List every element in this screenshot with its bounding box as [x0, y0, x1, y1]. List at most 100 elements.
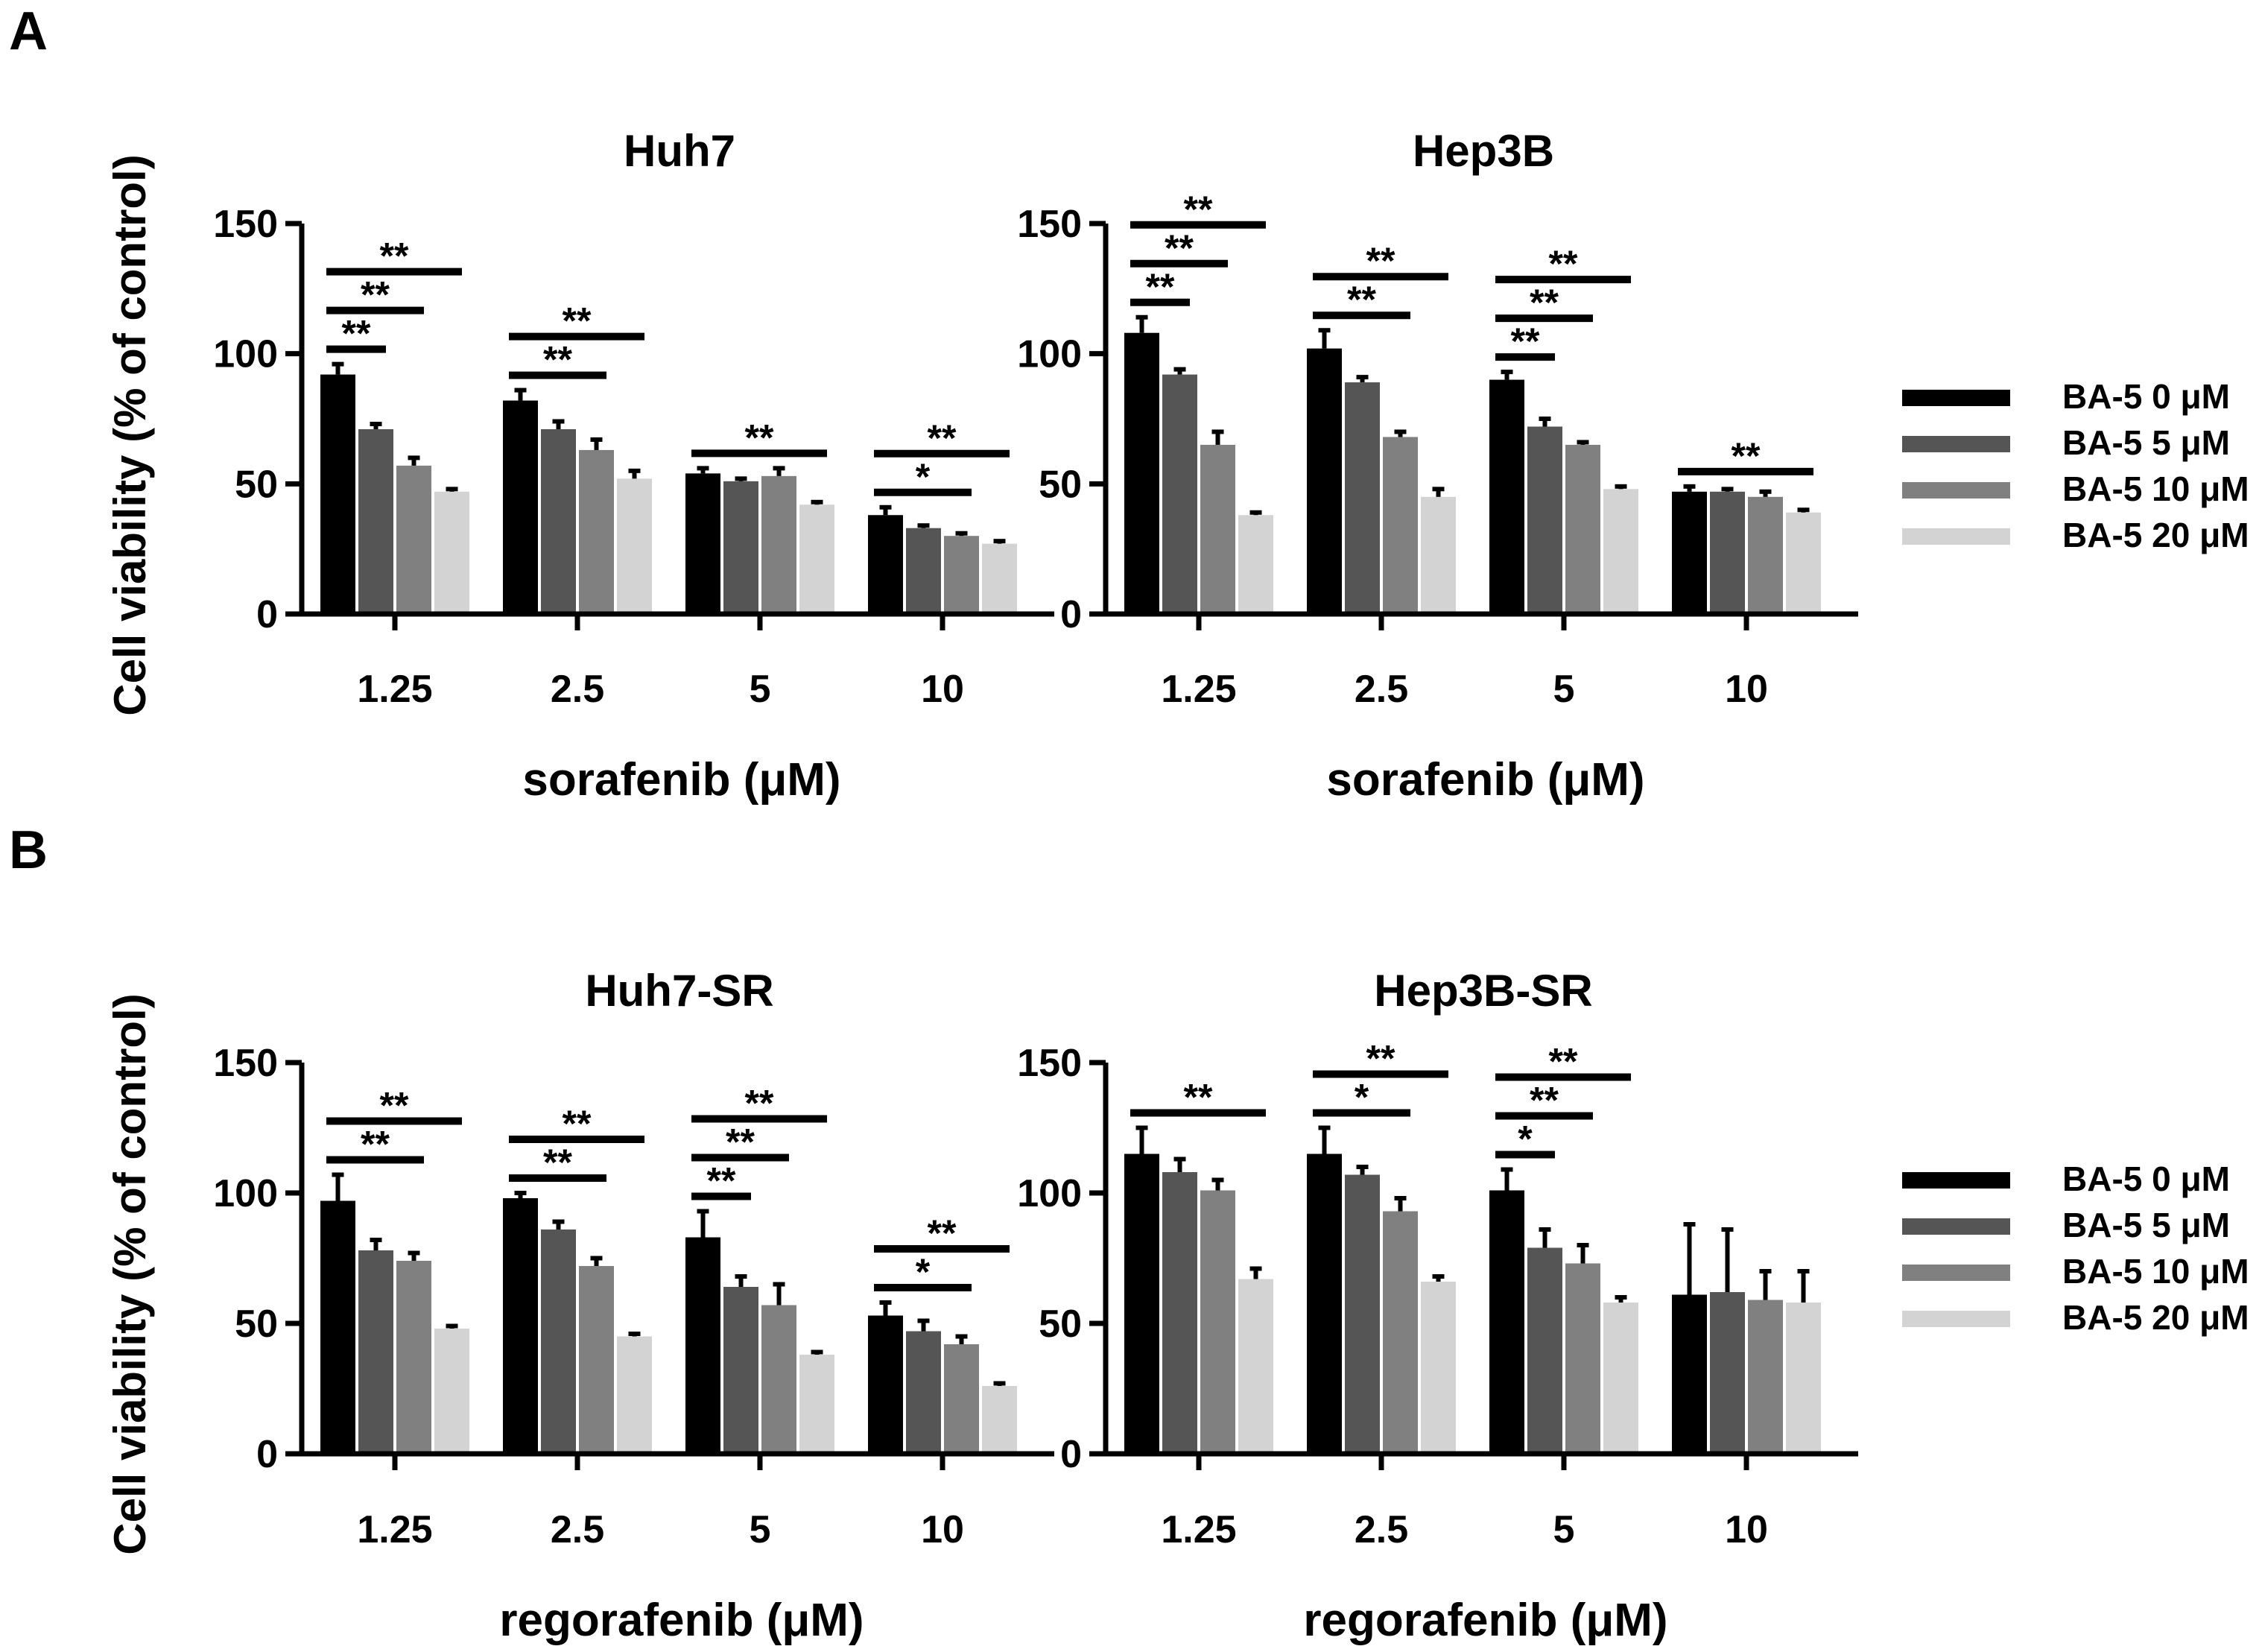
bar — [320, 1200, 355, 1454]
y-tick-label: 100 — [213, 1172, 278, 1215]
bar — [579, 449, 614, 614]
x-tick-label: 10 — [1725, 1508, 1768, 1551]
y-tick-label: 0 — [1060, 1433, 1082, 1476]
bar — [1307, 1153, 1342, 1454]
significance-label: * — [916, 1251, 931, 1293]
y-tick-label: 50 — [235, 463, 278, 506]
y-tick-label: 100 — [213, 333, 278, 376]
legend-swatch — [1902, 390, 2010, 406]
bar — [1489, 1190, 1524, 1454]
x-tick-label: 5 — [750, 1508, 771, 1551]
bar — [1710, 491, 1745, 614]
bar — [1489, 379, 1524, 614]
bar — [1307, 348, 1342, 614]
bar — [1238, 1279, 1273, 1454]
x-tick-label: 2.5 — [551, 668, 604, 711]
chart-title: Hep3B — [1413, 126, 1554, 176]
bar — [1786, 1303, 1821, 1454]
bar — [944, 536, 979, 614]
x-axis-label: regorafenib (μM) — [1303, 1595, 1667, 1646]
significance-label: ** — [1549, 1041, 1578, 1083]
legend-swatch — [1902, 1172, 2010, 1189]
bar — [1603, 1303, 1638, 1454]
x-tick-label: 5 — [1553, 1508, 1575, 1551]
x-tick-label: 5 — [1553, 668, 1575, 711]
panel-label-a: A — [9, 1, 48, 61]
significance-label: * — [1355, 1077, 1369, 1118]
bar — [579, 1266, 614, 1454]
significance-label: ** — [1347, 279, 1376, 320]
significance-label: ** — [745, 417, 774, 458]
bar — [982, 543, 1017, 614]
bar — [906, 528, 941, 614]
bar — [1527, 426, 1562, 614]
significance-label: ** — [1511, 320, 1540, 362]
significance-label: ** — [1549, 243, 1578, 285]
x-tick-label: 10 — [921, 1508, 964, 1551]
bar — [1162, 374, 1197, 614]
legends-layer: BA-5 0 μM BA-5 5 μM BA-5 10 μM BA-5 20 μM BA… — [1902, 377, 2249, 1337]
chart-title: Huh7 — [624, 126, 735, 176]
bar — [503, 400, 538, 614]
bar — [358, 428, 393, 614]
bar — [541, 1229, 576, 1454]
y-tick-label: 150 — [213, 1042, 278, 1085]
significance-label: ** — [361, 274, 390, 316]
bar — [1200, 1190, 1235, 1454]
bar — [434, 491, 469, 614]
y-tick-label: 150 — [1017, 1042, 1082, 1085]
legend-label: BA-5 20 μM — [2062, 516, 2249, 554]
bar — [1383, 437, 1418, 614]
bar — [1200, 444, 1235, 614]
bar — [1672, 1294, 1707, 1454]
bar — [396, 1261, 431, 1454]
bar — [1565, 1263, 1600, 1454]
legend-a: BA-5 0 μM BA-5 5 μM BA-5 10 μM BA-5 20 μM — [1902, 377, 2249, 554]
bar — [1421, 1282, 1456, 1454]
significance-label: ** — [543, 339, 572, 381]
legend-label: BA-5 10 μM — [2062, 469, 2249, 508]
legend-label: BA-5 5 μM — [2062, 1206, 2230, 1244]
legend-label: BA-5 10 μM — [2062, 1252, 2249, 1291]
bar — [1162, 1172, 1197, 1454]
bar — [1124, 332, 1159, 614]
bar — [685, 1237, 720, 1454]
x-tick-label: 2.5 — [1355, 1508, 1408, 1551]
bar — [1383, 1211, 1418, 1454]
significance-label: ** — [380, 235, 409, 277]
significance-label: * — [1518, 1118, 1533, 1160]
x-tick-label: 1.25 — [1161, 1508, 1236, 1551]
significance-label: ** — [1184, 1077, 1213, 1118]
bar — [799, 1355, 834, 1454]
bar — [944, 1344, 979, 1454]
significance-label: ** — [707, 1160, 736, 1202]
x-tick-label: 1.25 — [357, 668, 432, 711]
significance-label: ** — [1165, 227, 1194, 269]
bar — [1345, 382, 1380, 614]
chart-huh7-sr: Huh7-SR1.25 2.5 5 10*****************050100… — [213, 966, 1054, 1646]
legend-label: BA-5 0 μM — [2062, 1159, 2230, 1198]
bar — [868, 515, 903, 614]
bar — [1710, 1292, 1745, 1454]
significance-label: ** — [1366, 1038, 1395, 1080]
y-tick-label: 150 — [1017, 203, 1082, 246]
bar — [1421, 496, 1456, 614]
significance-label: ** — [1530, 282, 1559, 323]
significance-label: ** — [361, 1124, 390, 1165]
significance-label: ** — [1530, 1080, 1559, 1121]
bar — [1238, 515, 1273, 614]
x-tick-label: 10 — [921, 668, 964, 711]
bar — [1786, 512, 1821, 614]
bar — [1603, 489, 1638, 614]
significance-label: ** — [928, 417, 957, 459]
significance-label: ** — [1184, 189, 1213, 230]
significance-label: ** — [563, 1103, 592, 1145]
legend-swatch — [1902, 528, 2010, 545]
x-tick-label: 1.25 — [357, 1508, 432, 1551]
y-tick-label: 150 — [213, 203, 278, 246]
significance-label: ** — [1366, 240, 1395, 282]
x-tick-label: 5 — [750, 668, 771, 711]
